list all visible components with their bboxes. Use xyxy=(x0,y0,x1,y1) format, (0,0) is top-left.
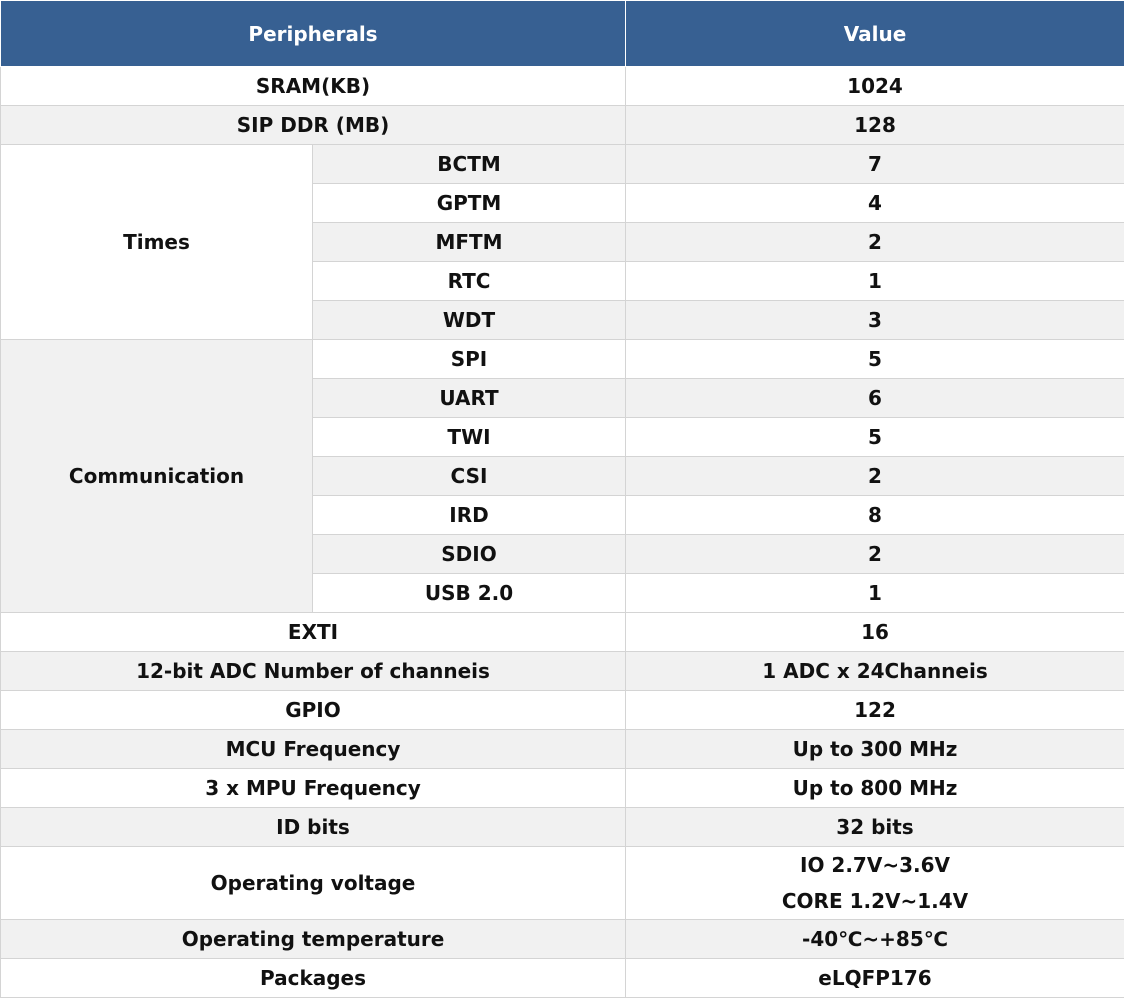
value-cell: 32 bits xyxy=(626,808,1124,847)
value-cell: 122 xyxy=(626,691,1124,730)
label-cell: MCU Frequency xyxy=(1,730,626,769)
table-row: Operating temperature-40℃~+85℃ xyxy=(1,920,1124,959)
value-cell: 1 ADC x 24Channeis xyxy=(626,652,1124,691)
header-cell: Peripherals xyxy=(1,1,626,67)
sub-label-cell: WDT xyxy=(313,301,626,340)
label-cell: Operating temperature xyxy=(1,920,626,959)
value-cell: -40℃~+85℃ xyxy=(626,920,1124,959)
value-cell: 3 xyxy=(626,301,1124,340)
group-cell: Times xyxy=(1,145,313,340)
label-cell: GPIO xyxy=(1,691,626,730)
group-cell: Communication xyxy=(1,340,313,613)
label-cell: SIP DDR (MB) xyxy=(1,106,626,145)
value-cell: 128 xyxy=(626,106,1124,145)
value-cell: 1 xyxy=(626,262,1124,301)
value-cell: 2 xyxy=(626,457,1124,496)
value-cell: 5 xyxy=(626,418,1124,457)
value-cell: 1024 xyxy=(626,67,1124,106)
label-cell: Packages xyxy=(1,959,626,998)
value-cell: 4 xyxy=(626,184,1124,223)
sub-label-cell: IRD xyxy=(313,496,626,535)
value-cell: Up to 300 MHz xyxy=(626,730,1124,769)
table-row: SRAM(KB)1024 xyxy=(1,67,1124,106)
header-row: Peripherals Value xyxy=(1,1,1124,67)
label-cell: EXTI xyxy=(1,613,626,652)
sub-label-cell: CSI xyxy=(313,457,626,496)
label-cell: SRAM(KB) xyxy=(1,67,626,106)
sub-label-cell: USB 2.0 xyxy=(313,574,626,613)
sub-label-cell: MFTM xyxy=(313,223,626,262)
value-cell: 16 xyxy=(626,613,1124,652)
sub-label-cell: SPI xyxy=(313,340,626,379)
header-cell: Value xyxy=(626,1,1124,67)
sub-label-cell: SDIO xyxy=(313,535,626,574)
value-cell: 8 xyxy=(626,496,1124,535)
sub-label-cell: TWI xyxy=(313,418,626,457)
sub-label-cell: UART xyxy=(313,379,626,418)
value-cell: 2 xyxy=(626,535,1124,574)
value-cell: 1 xyxy=(626,574,1124,613)
sub-label-cell: GPTM xyxy=(313,184,626,223)
value-cell: 5 xyxy=(626,340,1124,379)
label-cell: 12-bit ADC Number of channeis xyxy=(1,652,626,691)
value-line: CORE 1.2V~1.4V xyxy=(626,883,1124,919)
table-row: SIP DDR (MB)128 xyxy=(1,106,1124,145)
label-cell: 3 x MPU Frequency xyxy=(1,769,626,808)
value-line: IO 2.7V~3.6V xyxy=(626,847,1124,883)
sub-label-cell: RTC xyxy=(313,262,626,301)
value-cell: eLQFP176 xyxy=(626,959,1124,998)
value-cell: 2 xyxy=(626,223,1124,262)
value-cell: 6 xyxy=(626,379,1124,418)
sub-label-cell: BCTM xyxy=(313,145,626,184)
label-cell: Operating voltage xyxy=(1,847,626,920)
value-cell: Up to 800 MHz xyxy=(626,769,1124,808)
label-cell: ID bits xyxy=(1,808,626,847)
value-cell: 7 xyxy=(626,145,1124,184)
